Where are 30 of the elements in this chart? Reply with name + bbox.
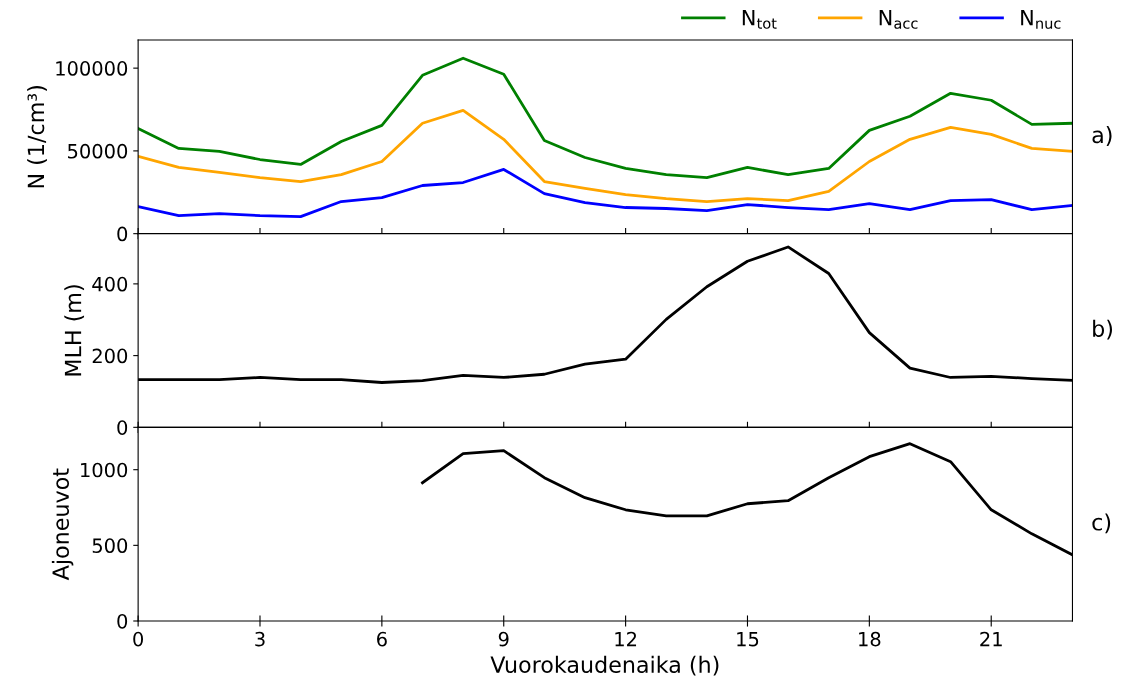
y-axis-title: Ajoneuvot <box>51 468 74 581</box>
y-tick-label: 0 <box>117 613 128 629</box>
text: b) <box>1093 319 1113 340</box>
x-tick-label: 15 <box>737 632 759 647</box>
x-tick-label: 9 <box>498 631 509 647</box>
legend-label: N$_{tot}$ <box>742 10 777 29</box>
line-series <box>138 108 1073 203</box>
x-tick-label: 0 <box>133 631 144 647</box>
y-tick-label: 400 <box>92 276 128 292</box>
x-tick-label: 6 <box>377 631 387 647</box>
y-tick-label: 200 <box>92 348 128 364</box>
x-tick-label: 21 <box>980 631 1002 647</box>
y-tick-label: 500 <box>92 538 128 554</box>
x-tick-label: 3 <box>255 631 265 647</box>
y-tick-label: 0 <box>117 420 128 435</box>
x-tick-label: 12 <box>615 631 637 647</box>
text: a) <box>1092 126 1112 146</box>
y-tick-label: 1000 <box>81 462 128 478</box>
line-series <box>138 56 1073 179</box>
x-axis-title: Vuorokaudenaika (h) <box>490 655 719 676</box>
line-series <box>138 168 1073 219</box>
legend-label: N$_{acc}$ <box>879 10 918 29</box>
text: c) <box>1092 513 1111 534</box>
y-tick-label: 50000 <box>68 143 128 159</box>
y-axis-title: N (1/cm³) <box>27 86 47 188</box>
legend-label: N$_{nuc}$ <box>1021 10 1061 29</box>
y-tick-label: 100000 <box>56 61 128 76</box>
y-axis-title: MLH (m) <box>64 285 85 376</box>
y-tick-label: 0 <box>117 226 128 242</box>
x-tick-label: 18 <box>859 631 881 647</box>
